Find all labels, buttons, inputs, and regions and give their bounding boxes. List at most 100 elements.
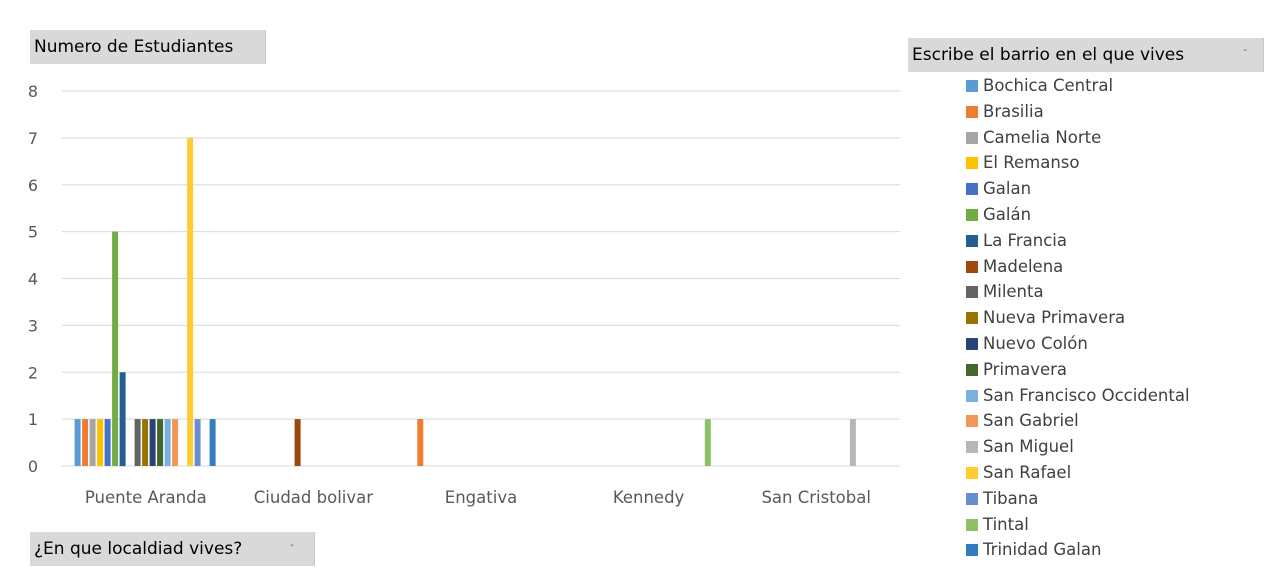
y-tick-label: 0 xyxy=(28,457,38,476)
y-tick-labels: 0 1 2 3 4 5 6 7 8 xyxy=(28,82,38,476)
gridlines xyxy=(62,90,900,467)
bar[interactable] xyxy=(187,137,194,466)
bar[interactable] xyxy=(149,419,156,466)
legend-swatch xyxy=(966,286,978,299)
y-tick-label: 2 xyxy=(28,363,38,382)
legend-label: Tintal xyxy=(983,514,1029,534)
legend-item[interactable]: La Francia xyxy=(966,228,1190,254)
legend-swatch xyxy=(966,183,978,196)
legend-swatch xyxy=(966,492,978,505)
y-field-label: Numero de Estudiantes xyxy=(34,37,234,57)
legend-label: Brasilia xyxy=(983,101,1044,121)
y-tick-label: 7 xyxy=(28,129,38,148)
legend-item[interactable]: Galan xyxy=(966,176,1190,202)
bar[interactable] xyxy=(164,419,171,466)
legend-swatch xyxy=(966,157,978,170)
legend-item[interactable]: Primavera xyxy=(966,357,1190,383)
legend-item[interactable]: San Miguel xyxy=(966,434,1190,460)
legend-label: San Gabriel xyxy=(983,411,1079,431)
legend-label: Nueva Primavera xyxy=(983,308,1126,328)
legend-label: San Francisco Occidental xyxy=(983,385,1190,405)
legend-label: Trinidad Galan xyxy=(983,540,1102,560)
bar[interactable] xyxy=(97,419,104,466)
y-field-button[interactable]: Numero de Estudiantes xyxy=(30,30,266,64)
legend-item[interactable]: Nueva Primavera xyxy=(966,305,1190,331)
legend-item[interactable]: El Remanso xyxy=(966,150,1190,176)
legend-item[interactable]: Nuevo Colón xyxy=(966,331,1190,357)
legend-label: El Remanso xyxy=(983,153,1080,173)
x-tick-label: San Cristobal xyxy=(761,488,871,507)
bar[interactable] xyxy=(704,419,711,466)
legend-swatch xyxy=(966,441,978,454)
legend-item[interactable]: Milenta xyxy=(966,279,1190,305)
x-field-label: ¿En que localdiad vives? xyxy=(34,539,243,559)
legend-item[interactable]: Galán xyxy=(966,202,1190,228)
legend-label: Camelia Norte xyxy=(983,127,1102,147)
bar[interactable] xyxy=(104,419,111,466)
legend-swatch xyxy=(966,518,978,531)
bar[interactable] xyxy=(119,372,126,467)
legend-label: Nuevo Colón xyxy=(983,333,1088,353)
legend-item[interactable]: Tintal xyxy=(966,512,1190,538)
y-tick-label: 6 xyxy=(28,176,38,195)
y-tick-label: 3 xyxy=(28,316,38,335)
x-tick-label: Ciudad bolivar xyxy=(254,488,373,507)
legend-swatch xyxy=(966,234,978,247)
legend-label: Milenta xyxy=(983,282,1044,302)
legend-swatch xyxy=(966,105,978,118)
legend-item[interactable]: Brasilia xyxy=(966,99,1190,125)
y-tick-label: 8 xyxy=(28,82,38,101)
legend-item[interactable]: Trinidad Galan xyxy=(966,537,1190,563)
bar[interactable] xyxy=(849,419,856,466)
bars xyxy=(74,137,856,467)
legend-field-dropdown-icon[interactable]: - xyxy=(1243,45,1247,56)
bar[interactable] xyxy=(294,419,301,466)
bar[interactable] xyxy=(112,231,119,466)
legend-label: Tibana xyxy=(983,488,1039,508)
legend-swatch xyxy=(966,80,978,92)
bar[interactable] xyxy=(157,419,164,466)
bar[interactable] xyxy=(89,419,96,466)
bar[interactable] xyxy=(74,419,81,466)
legend-item[interactable]: Bochica Central xyxy=(966,73,1190,99)
bar[interactable] xyxy=(172,419,179,466)
bar[interactable] xyxy=(417,419,424,466)
legend-item[interactable]: San Rafael xyxy=(966,460,1190,486)
legend-swatch xyxy=(966,208,978,221)
legend-label: La Francia xyxy=(983,230,1067,250)
legend-label: San Rafael xyxy=(983,462,1072,482)
y-tick-label: 1 xyxy=(28,410,38,429)
legend-swatch xyxy=(966,544,978,557)
x-tick-label: Engativa xyxy=(445,488,517,507)
legend-label: Galan xyxy=(983,179,1032,199)
bar[interactable] xyxy=(194,419,201,466)
legend-swatch xyxy=(966,389,978,402)
x-tick-label: Puente Aranda xyxy=(85,488,207,507)
legend-swatch xyxy=(966,415,978,428)
legend-item[interactable]: Madelena xyxy=(966,254,1190,280)
legend-label: Galán xyxy=(983,204,1032,224)
bar[interactable] xyxy=(134,419,141,466)
legend: Bochica Central Brasilia Camelia Norte El R… xyxy=(966,73,1190,563)
legend-item[interactable]: Tibana xyxy=(966,486,1190,512)
x-tick-labels: Puente Aranda Ciudad bolivar Engativa Kenne… xyxy=(85,488,871,507)
x-tick-label: Kennedy xyxy=(613,488,685,507)
legend-item[interactable]: San Gabriel xyxy=(966,408,1190,434)
legend-swatch xyxy=(966,363,978,376)
bar[interactable] xyxy=(142,419,149,466)
legend-swatch xyxy=(966,260,978,273)
x-field-dropdown-icon[interactable]: - xyxy=(290,540,294,551)
x-field-button[interactable]: ¿En que localdiad vives? - xyxy=(30,532,315,566)
legend-label: San Miguel xyxy=(983,437,1074,457)
legend-label: Primavera xyxy=(983,359,1068,379)
legend-field-button[interactable]: Escribe el barrio en el que vives - xyxy=(908,38,1264,72)
legend-item[interactable]: Camelia Norte xyxy=(966,125,1190,151)
legend-field-label: Escribe el barrio en el que vives xyxy=(912,45,1185,65)
legend-swatch xyxy=(966,131,978,144)
bar[interactable] xyxy=(209,419,216,466)
bar[interactable] xyxy=(82,419,89,466)
legend-item[interactable]: San Francisco Occidental xyxy=(966,383,1190,409)
y-tick-label: 5 xyxy=(28,223,38,242)
